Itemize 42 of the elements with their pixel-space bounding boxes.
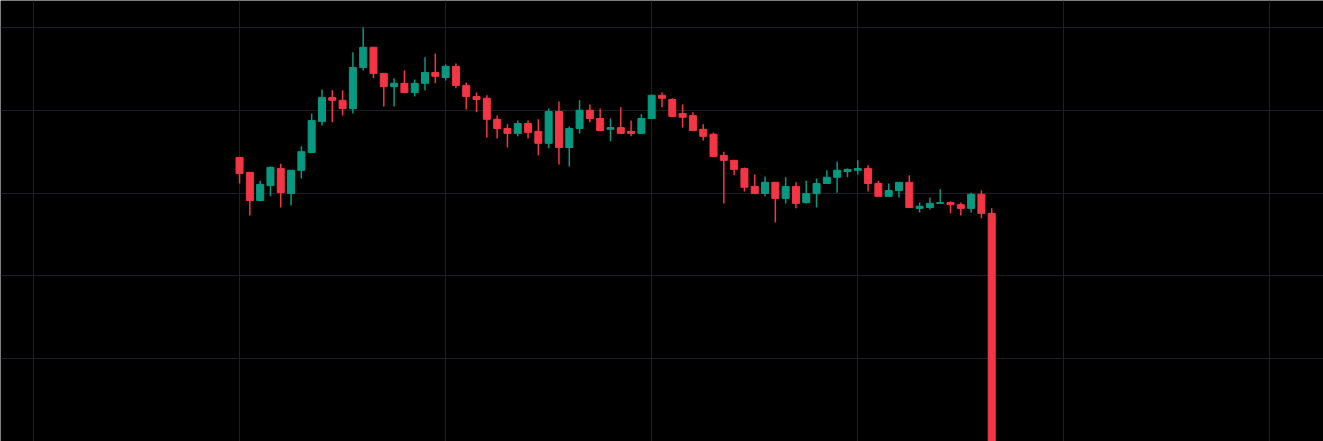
candlestick	[709, 131, 718, 158]
candlestick	[977, 189, 986, 220]
candlestick	[967, 191, 976, 214]
candlestick	[493, 114, 502, 140]
candlestick	[431, 52, 440, 85]
candlestick	[833, 160, 842, 194]
candlestick	[503, 123, 512, 149]
candlestick	[379, 72, 388, 108]
candlestick	[297, 145, 306, 180]
candlestick	[390, 77, 399, 108]
candlestick	[637, 113, 646, 135]
candlestick	[482, 94, 491, 139]
candlestick	[235, 156, 244, 185]
candlestick	[451, 62, 460, 90]
candlestick	[421, 56, 430, 92]
candlestick	[936, 188, 945, 205]
candlestick	[761, 175, 770, 198]
candlestick	[287, 169, 296, 207]
candlestick	[658, 91, 666, 109]
candlestick	[740, 166, 749, 193]
candlestick	[472, 91, 481, 114]
candlestick	[627, 119, 636, 138]
candlestick	[575, 99, 584, 135]
candlestick	[565, 125, 574, 168]
candlestick	[853, 159, 862, 176]
candlestick	[812, 177, 821, 209]
candlestick	[719, 150, 728, 205]
candlestick	[606, 117, 615, 143]
candlestick	[864, 164, 873, 193]
candlestick	[791, 181, 800, 210]
candlestick	[616, 106, 625, 135]
candlestick	[668, 97, 677, 118]
candlestick	[771, 181, 780, 224]
candlestick	[338, 89, 347, 117]
candlestick	[462, 81, 471, 111]
candlestick	[266, 165, 275, 198]
candlestick	[534, 118, 543, 157]
candlestick	[647, 93, 656, 120]
candlestick	[678, 103, 687, 129]
candlestick	[328, 89, 337, 123]
candlestick	[359, 26, 368, 72]
candlestick	[781, 176, 790, 205]
